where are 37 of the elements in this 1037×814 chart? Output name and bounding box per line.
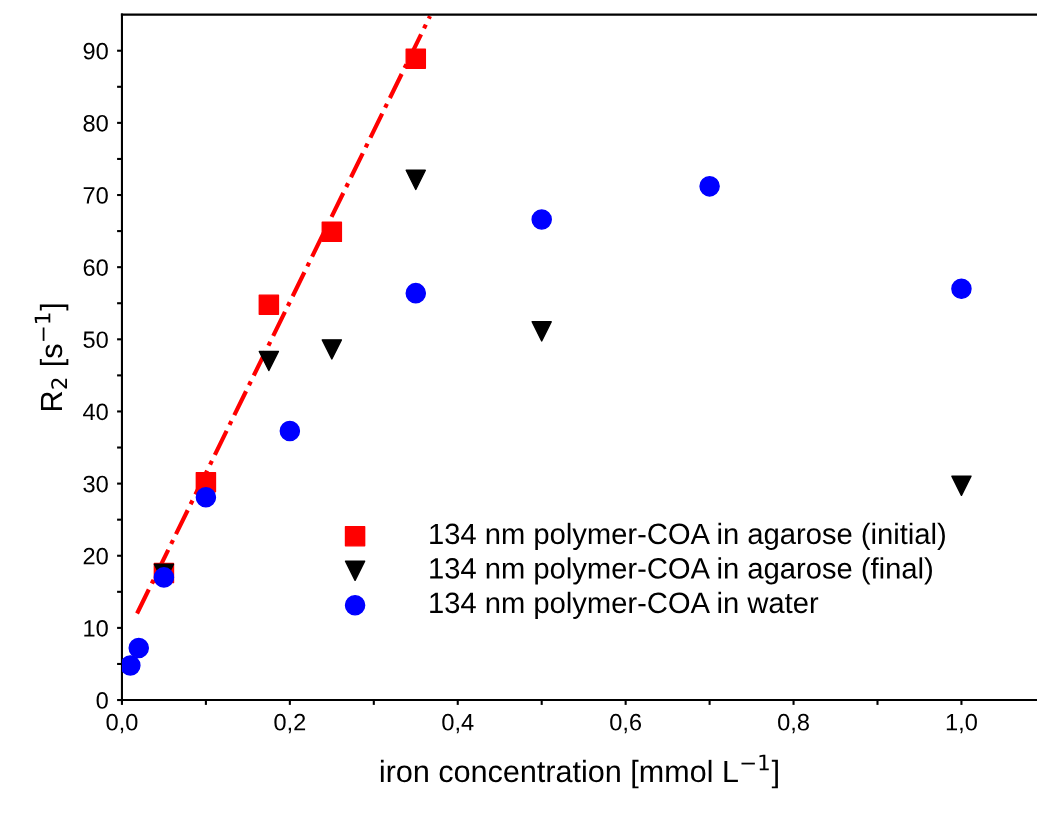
point bbox=[405, 282, 427, 304]
y-axis-title: R$_{2}$ [s$^{−1}$] bbox=[34, 304, 69, 410]
y-tick-label: 40 bbox=[83, 403, 108, 421]
y-tick-label: 0 bbox=[96, 692, 108, 709]
point bbox=[531, 209, 552, 230]
y-tick-label: 70 bbox=[83, 187, 108, 204]
x-tick-label: 0,8 bbox=[778, 713, 809, 734]
point bbox=[279, 420, 301, 442]
point bbox=[699, 176, 720, 197]
point bbox=[195, 487, 217, 508]
x-tick-label: 0,4 bbox=[442, 713, 474, 734]
x-axis-title: iron concentration [mmol L$^{−1}$] bbox=[380, 754, 778, 789]
x-tick-label: 0,6 bbox=[610, 713, 642, 734]
x-tick-label: 0,0 bbox=[106, 713, 138, 734]
y-tick-label: 20 bbox=[83, 547, 108, 565]
point bbox=[321, 339, 343, 360]
point bbox=[951, 475, 972, 497]
y-tick-label: 60 bbox=[83, 259, 108, 276]
y-tick-label: 50 bbox=[83, 331, 108, 349]
y-tick-label: 30 bbox=[83, 475, 108, 493]
point bbox=[128, 637, 150, 659]
legend-label: 134 nm polymer-COA in water bbox=[430, 591, 819, 619]
x-tick-label: 0,2 bbox=[274, 713, 306, 734]
y-tick-label: 10 bbox=[84, 619, 108, 637]
point bbox=[951, 278, 972, 300]
y-tick-label: 80 bbox=[83, 114, 108, 132]
legend-label: 134 nm polymer-COA in agarose (initial) bbox=[430, 522, 945, 550]
x-tick-label: 1,0 bbox=[946, 713, 977, 734]
point bbox=[405, 169, 427, 191]
point bbox=[258, 350, 280, 372]
point bbox=[321, 221, 343, 243]
legend-label: 134 nm polymer-COA in agarose (final) bbox=[430, 557, 932, 585]
point bbox=[121, 655, 141, 676]
point bbox=[258, 294, 280, 315]
point bbox=[405, 48, 427, 69]
y-tick-label: 90 bbox=[83, 42, 108, 60]
point bbox=[531, 321, 552, 342]
